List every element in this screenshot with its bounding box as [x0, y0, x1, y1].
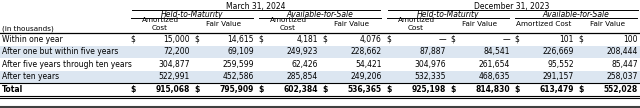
Text: 304,976: 304,976 [414, 60, 446, 69]
Text: 522,991: 522,991 [159, 72, 190, 81]
Text: $: $ [194, 35, 199, 44]
Text: 228,662: 228,662 [351, 47, 382, 56]
Text: Amortized
Cost: Amortized Cost [397, 17, 435, 30]
Text: $: $ [322, 85, 328, 94]
Text: (in thousands): (in thousands) [2, 26, 54, 32]
Text: $: $ [258, 35, 263, 44]
Text: 258,037: 258,037 [607, 72, 638, 81]
Text: December 31, 2023: December 31, 2023 [474, 2, 550, 11]
Text: $: $ [194, 85, 200, 94]
Text: 101: 101 [559, 35, 574, 44]
Text: 15,000: 15,000 [163, 35, 190, 44]
Text: 4,181: 4,181 [296, 35, 318, 44]
Text: 304,877: 304,877 [159, 60, 190, 69]
Text: Amortized
Cost: Amortized Cost [141, 17, 179, 30]
Text: 14,615: 14,615 [227, 35, 254, 44]
Text: $: $ [514, 85, 520, 94]
Text: 4,076: 4,076 [360, 35, 382, 44]
Text: March 31, 2024: March 31, 2024 [227, 2, 285, 11]
Text: After five years through ten years: After five years through ten years [2, 60, 132, 69]
Text: 532,335: 532,335 [415, 72, 446, 81]
Text: $: $ [386, 35, 391, 44]
Text: $: $ [130, 35, 135, 44]
Text: 552,028: 552,028 [604, 85, 638, 94]
Text: Fair Value: Fair Value [207, 21, 241, 27]
Text: Available-for-Sale: Available-for-Sale [543, 10, 609, 19]
Text: 814,830: 814,830 [476, 85, 510, 94]
Text: 915,068: 915,068 [156, 85, 190, 94]
Text: 62,426: 62,426 [291, 60, 318, 69]
Text: —: — [502, 35, 510, 44]
Bar [0, 45, 640, 58]
Text: 85,447: 85,447 [611, 60, 638, 69]
Text: 100: 100 [623, 35, 638, 44]
Text: 87,887: 87,887 [420, 47, 446, 56]
Text: 536,365: 536,365 [348, 85, 382, 94]
Bar [0, 71, 640, 83]
Text: 613,479: 613,479 [540, 85, 574, 94]
Text: 291,157: 291,157 [543, 72, 574, 81]
Text: Amortized Cost: Amortized Cost [516, 21, 572, 27]
Text: 54,421: 54,421 [355, 60, 382, 69]
Text: $: $ [450, 35, 455, 44]
Text: —: — [438, 35, 446, 44]
Text: 261,654: 261,654 [479, 60, 510, 69]
Text: 249,923: 249,923 [287, 47, 318, 56]
Text: 925,198: 925,198 [412, 85, 446, 94]
Text: 226,669: 226,669 [543, 47, 574, 56]
Text: Held-to-Maturity: Held-to-Maturity [417, 10, 479, 19]
Text: $: $ [322, 35, 327, 44]
Text: $: $ [258, 85, 264, 94]
Text: Fair Value: Fair Value [463, 21, 497, 27]
Text: Fair Value: Fair Value [335, 21, 369, 27]
Text: 795,909: 795,909 [220, 85, 254, 94]
Text: 72,200: 72,200 [163, 47, 190, 56]
Text: $: $ [578, 85, 584, 94]
Text: $: $ [450, 85, 456, 94]
Text: 69,109: 69,109 [227, 47, 254, 56]
Text: 259,599: 259,599 [223, 60, 254, 69]
Text: 285,854: 285,854 [287, 72, 318, 81]
Text: 84,541: 84,541 [483, 47, 510, 56]
Text: $: $ [130, 85, 136, 94]
Text: Amortized
Cost: Amortized Cost [269, 17, 307, 30]
Text: $: $ [514, 35, 519, 44]
Text: $: $ [386, 85, 392, 94]
Text: 452,586: 452,586 [223, 72, 254, 81]
Text: Total: Total [2, 85, 23, 94]
Text: 95,552: 95,552 [547, 60, 574, 69]
Text: 208,444: 208,444 [607, 47, 638, 56]
Text: Held-to-Maturity: Held-to-Maturity [161, 10, 223, 19]
Text: 249,206: 249,206 [351, 72, 382, 81]
Text: Available-for-Sale: Available-for-Sale [287, 10, 353, 19]
Text: 468,635: 468,635 [479, 72, 510, 81]
Text: Within one year: Within one year [2, 35, 63, 44]
Text: After ten years: After ten years [2, 72, 59, 81]
Text: After one but within five years: After one but within five years [2, 47, 118, 56]
Text: $: $ [578, 35, 583, 44]
Text: Fair Value: Fair Value [591, 21, 625, 27]
Text: 602,384: 602,384 [284, 85, 318, 94]
